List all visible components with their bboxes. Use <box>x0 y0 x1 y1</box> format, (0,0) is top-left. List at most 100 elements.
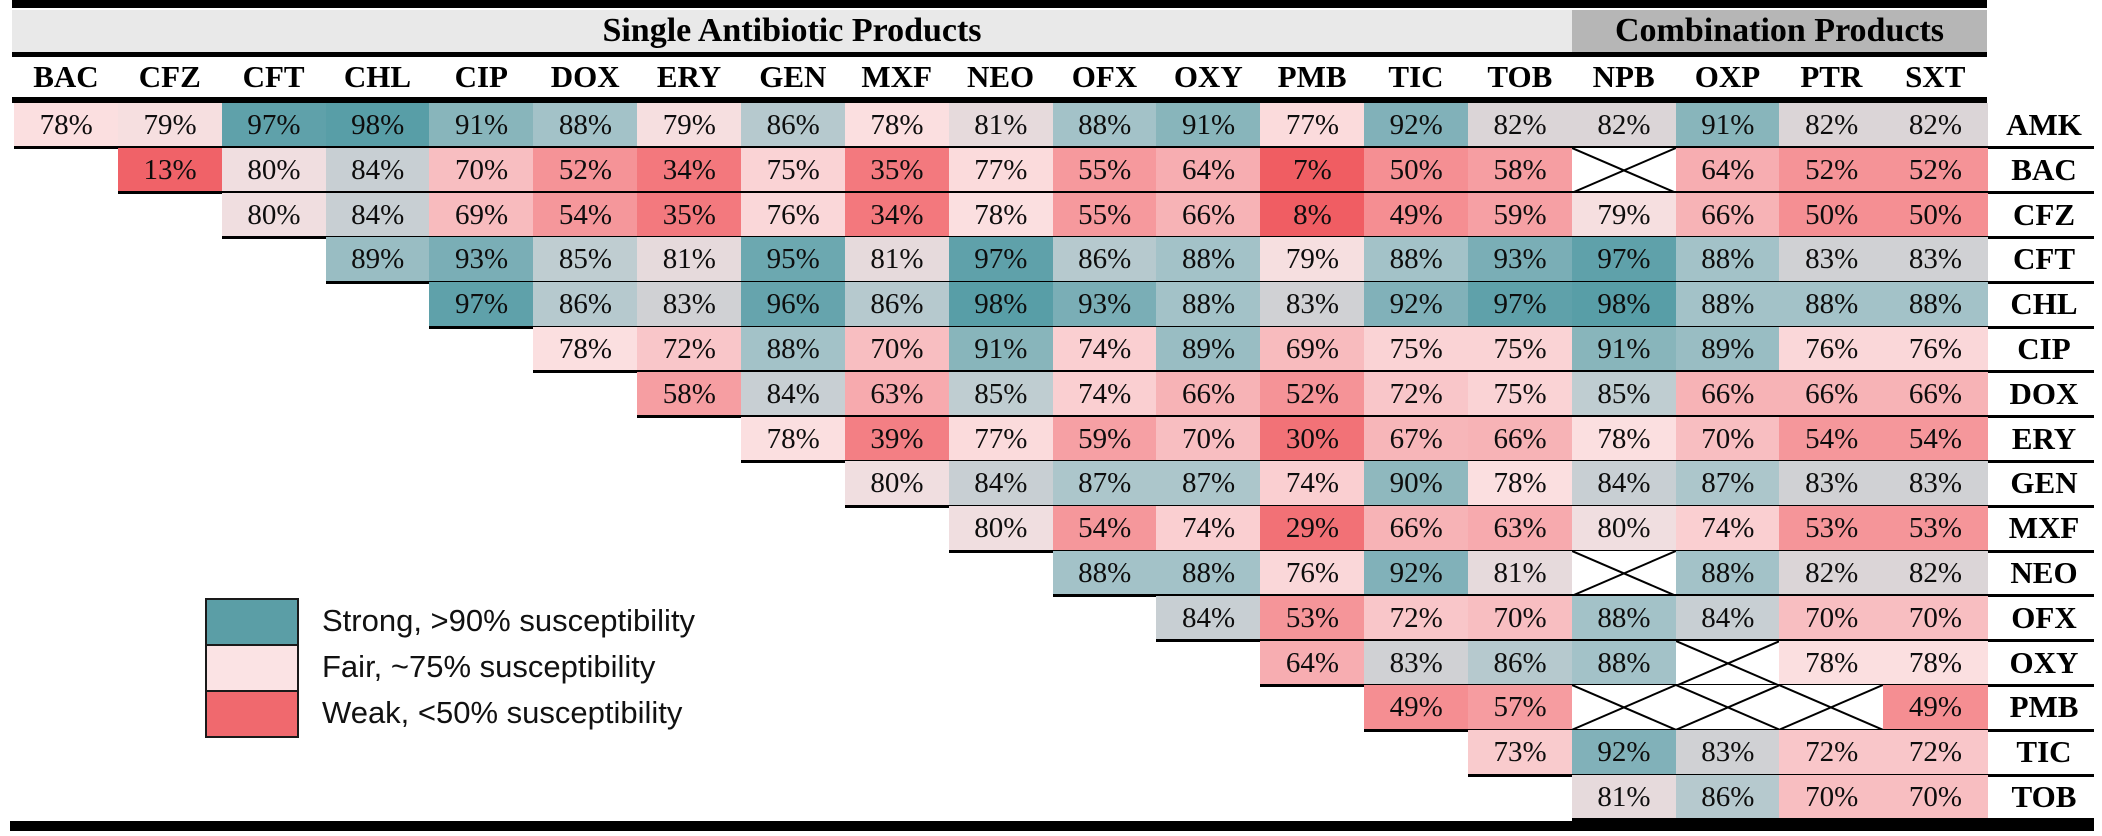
heatmap-cell: 80% <box>948 506 1054 551</box>
row-label-pmb: PMB <box>2009 689 2079 725</box>
column-header-tic: TIC <box>1388 59 1444 94</box>
heatmap-cell: 53% <box>1260 595 1365 641</box>
top-border <box>12 0 1987 8</box>
heatmap-cell: 72% <box>1883 730 1988 775</box>
column-header-bac: BAC <box>33 59 99 94</box>
crossed-out-cell <box>1571 685 1676 731</box>
row-label-bac: BAC <box>2011 151 2077 187</box>
column-header-ofx: OFX <box>1071 59 1138 94</box>
heatmap-cell: 63% <box>844 371 950 417</box>
crossed-out-cell <box>1675 685 1780 731</box>
heatmap-cell: 96% <box>740 282 846 327</box>
row-separator <box>1571 818 2094 822</box>
heatmap-cell: 86% <box>1052 237 1157 283</box>
column-header-ptr: PTR <box>1800 59 1863 94</box>
heatmap-cell: 83% <box>1883 461 1988 507</box>
row-label-dox: DOX <box>2009 375 2079 411</box>
heatmap-cell: 84% <box>1571 461 1677 507</box>
single-products-group-label: Single Antibiotic Products <box>602 12 982 49</box>
legend-swatch-fair <box>207 644 297 690</box>
heatmap-cell: 89% <box>325 237 430 283</box>
heatmap-cell: 87% <box>1052 461 1157 507</box>
heatmap-cell: 69% <box>1260 327 1365 372</box>
heatmap-cell: 88% <box>1364 237 1469 283</box>
column-header-mxf: MXF <box>861 59 933 94</box>
heatmap-cell: 91% <box>1675 103 1781 148</box>
heatmap-cell: 75% <box>1467 371 1573 417</box>
heatmap-cell: 97% <box>948 237 1054 283</box>
heatmap-cell: 88% <box>1779 282 1884 327</box>
heatmap-cell: 57% <box>1467 685 1573 731</box>
heatmap-cell: 49% <box>1883 685 1988 731</box>
heatmap-cell: 58% <box>1467 147 1573 193</box>
heatmap-cell: 80% <box>221 192 327 238</box>
heatmap-cell: 52% <box>1883 147 1988 193</box>
heatmap-cell: 97% <box>1571 237 1677 283</box>
row-label-gen: GEN <box>2010 465 2078 501</box>
heatmap-cell: 82% <box>1467 103 1573 148</box>
column-header-cft: CFT <box>242 59 305 94</box>
heatmap-cell: 93% <box>429 237 534 283</box>
column-header-oxp: OXP <box>1694 59 1761 94</box>
heatmap-cell: 88% <box>1571 595 1677 641</box>
heatmap-cell: 72% <box>1779 730 1884 775</box>
heatmap-cell: 78% <box>533 327 638 372</box>
row-label-tic: TIC <box>2016 734 2072 770</box>
heatmap-cell: 52% <box>533 147 638 193</box>
heatmap-cell: 88% <box>1675 551 1781 596</box>
heatmap-cell: 91% <box>948 327 1054 372</box>
group-header-separator <box>12 52 1987 57</box>
heatmap-cell: 81% <box>948 103 1054 148</box>
heatmap-cell: 83% <box>1779 237 1884 283</box>
heatmap-cell: 77% <box>948 416 1054 462</box>
legend-swatch-column <box>205 598 299 738</box>
legend-label-weak: Weak, <50% susceptibility <box>322 695 683 730</box>
row-label-tob: TOB <box>2011 779 2077 814</box>
heatmap-cell: 78% <box>14 103 119 148</box>
heatmap-cell: 66% <box>1156 192 1261 238</box>
column-header-npb: NPB <box>1592 59 1655 94</box>
heatmap-cell: 74% <box>1156 506 1261 551</box>
legend-swatch-weak <box>207 690 297 736</box>
heatmap-cell: 82% <box>1779 551 1884 596</box>
heatmap-cell: 93% <box>1052 282 1157 327</box>
heatmap-cell: 34% <box>844 192 950 238</box>
heatmap-cell: 88% <box>1052 103 1157 148</box>
heatmap-cell: 77% <box>948 147 1054 193</box>
heatmap-cell: 95% <box>740 237 846 283</box>
heatmap-cell: 78% <box>844 103 950 148</box>
heatmap-cell: 84% <box>948 461 1054 507</box>
heatmap-cell: 83% <box>1675 730 1781 775</box>
heatmap-cell: 53% <box>1779 506 1884 551</box>
heatmap-cell: 7% <box>1260 147 1365 193</box>
heatmap-cell: 79% <box>637 103 742 148</box>
heatmap-cell: 50% <box>1883 192 1988 238</box>
legend-label-strong: Strong, >90% susceptibility <box>322 603 696 638</box>
heatmap-cell: 82% <box>1779 103 1884 148</box>
heatmap-cell: 54% <box>1779 416 1884 462</box>
heatmap-cell: 30% <box>1260 416 1365 462</box>
heatmap-cell: 70% <box>1467 595 1573 641</box>
heatmap-cell: 76% <box>1260 551 1365 596</box>
heatmap-cell: 84% <box>325 192 430 238</box>
legend-label-fair: Fair, ~75% susceptibility <box>322 649 656 684</box>
heatmap-cell: 35% <box>637 192 742 238</box>
heatmap-cell: 81% <box>1467 551 1573 596</box>
heatmap-cell: 75% <box>1467 327 1573 372</box>
heatmap-cell: 86% <box>1675 775 1781 820</box>
heatmap-cell: 70% <box>1883 775 1988 820</box>
heatmap-cell: 84% <box>1675 595 1781 641</box>
heatmap-cell: 88% <box>1571 640 1677 686</box>
heatmap-cell: 88% <box>1675 237 1781 283</box>
heatmap-cell: 82% <box>1883 103 1988 148</box>
heatmap-cell: 55% <box>1052 147 1157 193</box>
heatmap-cell: 50% <box>1364 147 1469 193</box>
heatmap-cell: 80% <box>221 147 327 193</box>
heatmap-cell: 72% <box>637 327 742 372</box>
heatmap-cell: 83% <box>1883 237 1988 283</box>
heatmap-cell: 86% <box>740 103 846 148</box>
heatmap-cell: 74% <box>1675 506 1781 551</box>
heatmap-cell: 59% <box>1052 416 1157 462</box>
heatmap-cell: 81% <box>1571 775 1677 820</box>
